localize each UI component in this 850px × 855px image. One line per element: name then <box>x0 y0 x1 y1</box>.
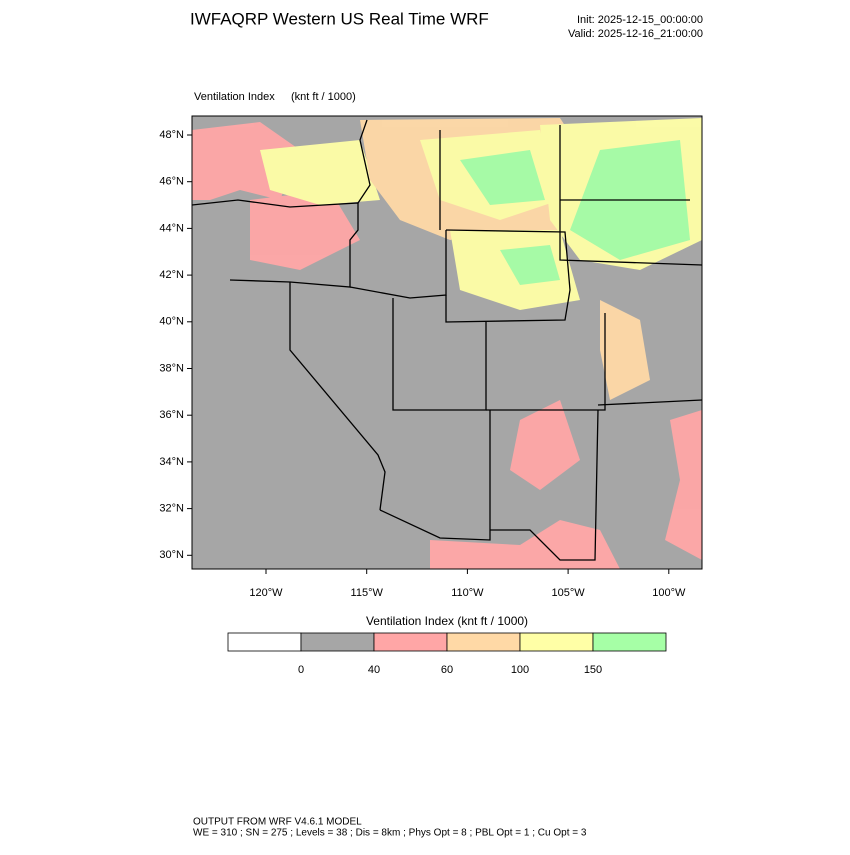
lat-label: 44°N <box>159 222 184 234</box>
valid-time: Valid: 2025-12-16_21:00:00 <box>568 28 703 40</box>
lat-label: 32°N <box>159 503 184 515</box>
footer-line: WE = 310 ; SN = 275 ; Levels = 38 ; Dis … <box>193 828 587 839</box>
title: IWFAQRP Western US Real Time WRF <box>190 9 489 28</box>
colorbar-box <box>592 632 667 652</box>
colorbar-tick-label: 0 <box>298 664 304 676</box>
field-units: (knt ft / 1000) <box>291 91 356 103</box>
field-name: Ventilation Index <box>194 91 275 103</box>
lat-label: 36°N <box>159 409 184 421</box>
colorbar-tick-label: 150 <box>584 664 602 676</box>
colorbar-tick-label: 100 <box>511 664 529 676</box>
lat-label: 40°N <box>159 316 184 328</box>
init-time: Init: 2025-12-15_00:00:00 <box>577 14 703 26</box>
lat-label: 48°N <box>159 129 184 141</box>
colorbar-tick-label: 40 <box>368 664 380 676</box>
lat-label: 42°N <box>159 269 184 281</box>
colorbar: 0 40 60 100 150 <box>227 632 667 676</box>
colorbar-box <box>300 632 375 652</box>
map <box>191 115 703 570</box>
lat-label: 38°N <box>159 362 184 374</box>
lon-label: 120°W <box>249 587 283 599</box>
colorbar-box <box>373 632 448 652</box>
colorbar-box <box>519 632 594 652</box>
field-shading <box>192 118 702 569</box>
colorbar-box <box>227 632 302 652</box>
state-borders <box>192 119 702 561</box>
lon-label: 100°W <box>652 587 686 599</box>
lat-label: 46°N <box>159 176 184 188</box>
colorbar-box <box>446 632 521 652</box>
colorbar-title: Ventilation Index (knt ft / 1000) <box>366 614 528 628</box>
footer-line: OUTPUT FROM WRF V4.6.1 MODEL <box>193 817 362 828</box>
lon-label: 105°W <box>552 587 586 599</box>
lat-label: 34°N <box>159 456 184 468</box>
colorbar-tick-label: 60 <box>441 664 453 676</box>
lon-label: 115°W <box>351 587 384 599</box>
lon-label: 110°W <box>451 587 484 599</box>
lat-label: 30°N <box>159 549 184 561</box>
map-frame <box>191 115 703 570</box>
